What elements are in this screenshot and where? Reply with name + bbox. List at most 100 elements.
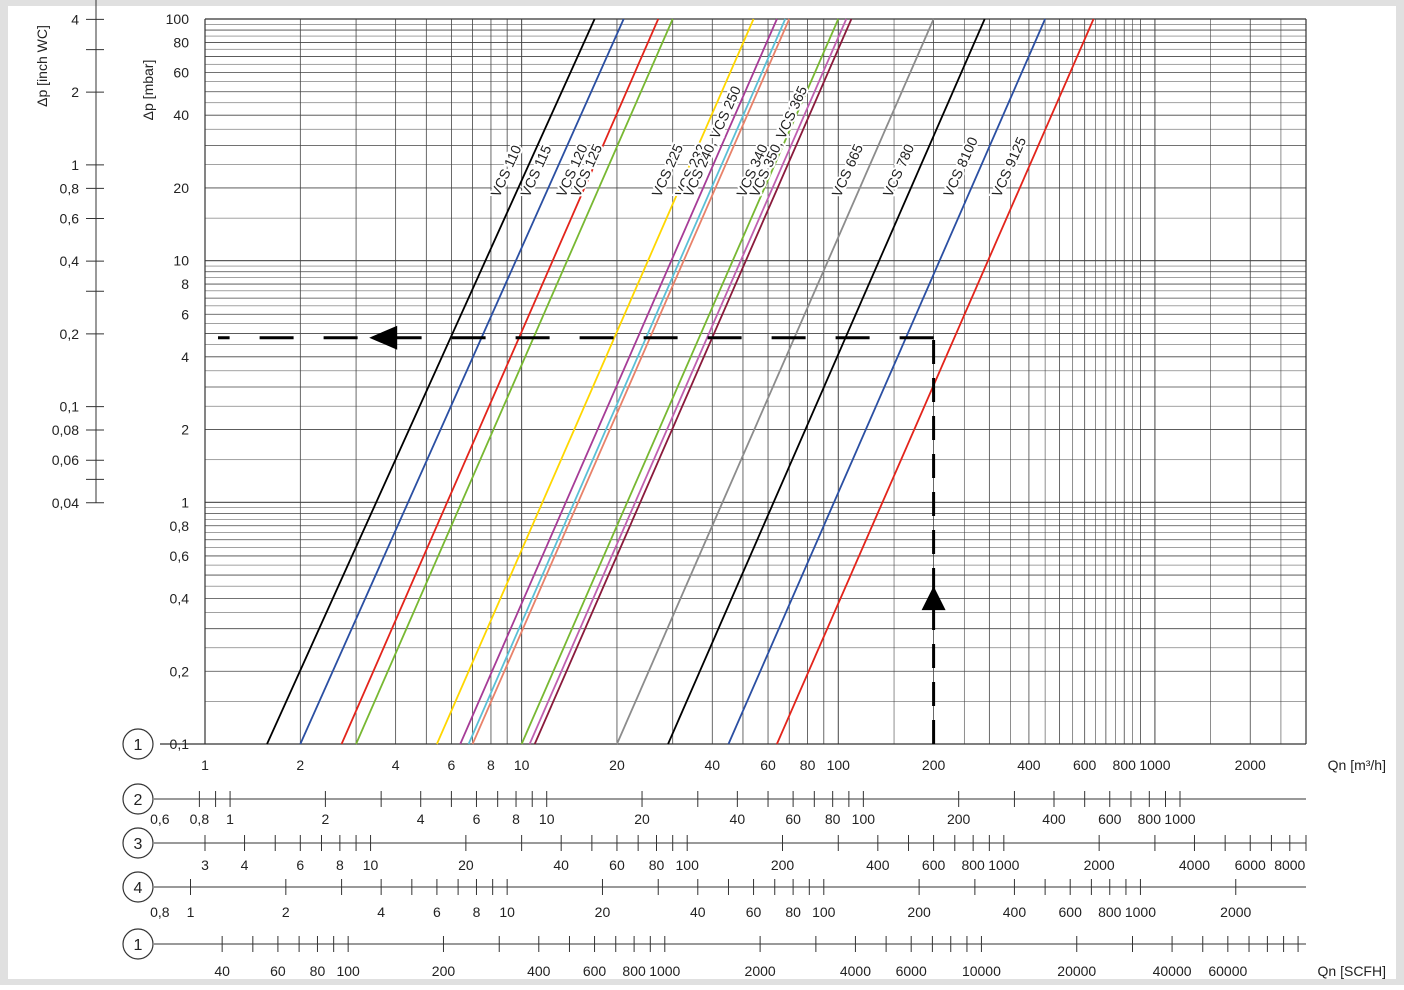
scale-marker (122, 783, 154, 815)
scale-tick-label: 600 (583, 963, 607, 979)
inch-wc-tick-label: 0,6 (60, 211, 80, 227)
scale-tick-label: 1000 (1125, 904, 1156, 920)
inch-wc-tick-label: 0,08 (52, 422, 79, 438)
scale-tick-label: 200 (947, 811, 971, 827)
axes: 0,1 0,2 0,4 0,6 0,8 1 2 4 6 8 10 20 40 60 80 100 0,04 0,0… (34, 0, 189, 752)
series-line (355, 18, 674, 745)
scale-tick-label: 2000 (1235, 757, 1266, 773)
series-lines (266, 18, 1095, 745)
inch-wc-tick-label: 4 (71, 11, 79, 27)
y-axis-title-inch-wc: Δp [inch WC] (34, 25, 50, 107)
scale-tick-label: 800 (1098, 904, 1122, 920)
scale-tick-label: 800 (1138, 811, 1162, 827)
scale-tick-label: 80 (649, 857, 665, 873)
series-line (471, 18, 791, 745)
scale-tick-label: 600 (1098, 811, 1122, 827)
scale-tick-label: 80 (825, 811, 841, 827)
scale-tick-label: 1000 (1164, 811, 1195, 827)
scale-tick-label: 8 (336, 857, 344, 873)
scale-tick-label: 800 (622, 963, 646, 979)
scale-marker-label: 4 (134, 880, 143, 897)
scale-tick-label: 60000 (1208, 963, 1247, 979)
y-tick-label: 80 (173, 34, 189, 50)
scale-tick-label: 80 (800, 757, 816, 773)
scale-tick-label: 1 (187, 904, 195, 920)
series-line (667, 18, 986, 745)
scale-tick-label: 6 (296, 857, 304, 873)
scale-tick-label: 1000 (1139, 757, 1170, 773)
scale-tick-label: 60 (760, 757, 776, 773)
scale-tick-label: 20000 (1057, 963, 1096, 979)
y-tick-label: 0,4 (170, 591, 190, 607)
scale-tick-label: 400 (1003, 904, 1027, 920)
scale-tick-label: 20 (458, 857, 474, 873)
scale-tick-label: 3 (201, 857, 209, 873)
scale-tick-label: 40 (704, 757, 720, 773)
scale-tick-label: 40000 (1153, 963, 1192, 979)
scale-tick-label: 8 (473, 904, 481, 920)
arrow-up-icon (921, 586, 946, 611)
y-tick-label: 6 (181, 306, 189, 322)
conversion-scales: 11 2 4 6 8 10 20 40 60 80 100 200 400 600 800 1000 20002… (122, 728, 1386, 979)
scale-tick-label: 400 (1017, 757, 1041, 773)
scale-tick-label: 0,8 (190, 811, 210, 827)
y-tick-label: 20 (173, 180, 189, 196)
grid (160, 18, 1307, 745)
scale-tick-label: 1 (226, 811, 234, 827)
scale-tick-label: 60 (785, 811, 801, 827)
scale-tick-label: 6000 (1235, 857, 1266, 873)
scale-tick-label: 6 (433, 904, 441, 920)
scale-tick-label: 100 (852, 811, 876, 827)
scale-tick-label: 40 (214, 963, 230, 979)
scale-tick-label: 2000 (1084, 857, 1115, 873)
scale-tick-label: 80 (310, 963, 326, 979)
y-tick-label: 0,1 (170, 736, 190, 752)
scale-tick-label: 200 (771, 857, 795, 873)
scale-tick-label: 200 (922, 757, 946, 773)
y-tick-label: 10 (173, 253, 189, 269)
y-tick-label: 0,6 (170, 548, 190, 564)
scale-tick-label: 80 (785, 904, 801, 920)
scale-tick-label: 8 (512, 811, 520, 827)
scale-tick-label: 20 (634, 811, 650, 827)
scale-tick-label: 10 (514, 757, 530, 773)
y-axis-title-mbar: Δp [mbar] (140, 60, 156, 121)
inch-wc-tick-label: 2 (71, 84, 79, 100)
arrow-left-icon (369, 325, 398, 350)
series-line (776, 18, 1095, 745)
y-tick-label: 60 (173, 65, 189, 81)
scale-tick-label: 600 (1073, 757, 1097, 773)
scale-tick-label: 10 (363, 857, 379, 873)
y-tick-label: 2 (181, 422, 189, 438)
scale-tick-label: 100 (676, 857, 700, 873)
scale-tick-label: 800 (961, 857, 985, 873)
y-tick-label: 100 (166, 11, 190, 27)
scale-tick-label: 100 (336, 963, 360, 979)
scale-tick-label: 20 (595, 904, 611, 920)
series-line (528, 18, 848, 745)
scale-tick-label: 6000 (896, 963, 927, 979)
scale-tick-label: 0,6 (150, 811, 170, 827)
series-line (459, 18, 778, 745)
scale-tick-label: 600 (1059, 904, 1083, 920)
scale-marker (122, 728, 154, 760)
series-line (299, 18, 625, 745)
scale-tick-label: 40 (553, 857, 569, 873)
series-line (616, 18, 935, 745)
scale-tick-label: 1000 (649, 963, 680, 979)
scale-tick-label: 800 (1113, 757, 1137, 773)
scale-tick-label: 20 (609, 757, 625, 773)
scale-tick-label: 8 (487, 757, 495, 773)
y-tick-label: 8 (181, 276, 189, 292)
series-line (533, 18, 853, 745)
series-line (467, 18, 787, 745)
scale-tick-label: 400 (1042, 811, 1066, 827)
scale-tick-label: 100 (827, 757, 851, 773)
scale-tick-label: 4 (417, 811, 425, 827)
inch-wc-tick-label: 0,4 (60, 253, 80, 269)
inch-wc-tick-label: 0,04 (52, 495, 79, 511)
scale-tick-label: 1 (201, 757, 209, 773)
scale-tick-label: 200 (432, 963, 456, 979)
